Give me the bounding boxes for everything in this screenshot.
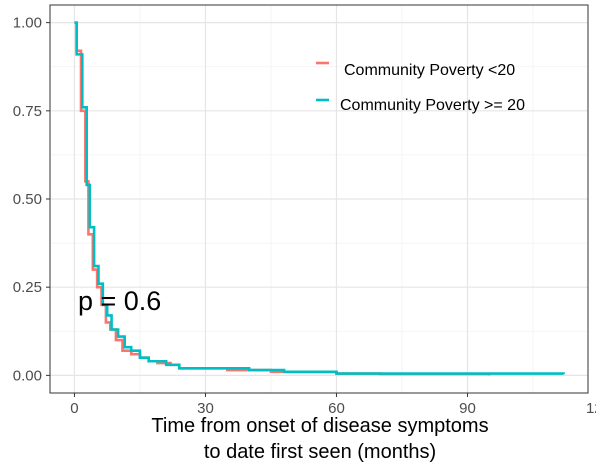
x-tick-label: 0 — [70, 400, 78, 417]
legend-label-0: Community Poverty <20 — [344, 62, 515, 79]
axis-ticks: 0 30 60 90 120 0.00 0.25 0.50 0.75 1.00 — [13, 15, 596, 417]
x-axis-label-line-1: Time from onset of disease symptoms — [151, 415, 488, 437]
x-tick-label: 90 — [459, 400, 476, 417]
survival-curve-poverty-ge-20 — [74, 21, 565, 375]
legend: Community Poverty <20 Community Poverty >… — [316, 61, 525, 114]
p-value-annotation: p = 0.6 — [78, 286, 161, 316]
x-tick-label: 120 — [586, 400, 596, 417]
x-tick-label: 60 — [328, 400, 345, 417]
legend-label-1: Community Poverty >= 20 — [340, 97, 525, 114]
y-tick-label: 0.50 — [13, 191, 42, 208]
x-tick-label: 30 — [197, 400, 214, 417]
survival-curves — [74, 21, 565, 376]
y-tick-label: 0.75 — [13, 103, 42, 120]
y-tick-label: 0.25 — [13, 279, 42, 296]
grid-minor — [50, 5, 588, 393]
y-tick-label: 1.00 — [13, 15, 42, 32]
grid-major — [50, 5, 588, 393]
x-axis-label-line-2: to date first seen (months) — [204, 441, 436, 463]
y-tick-label: 0.00 — [13, 367, 42, 384]
